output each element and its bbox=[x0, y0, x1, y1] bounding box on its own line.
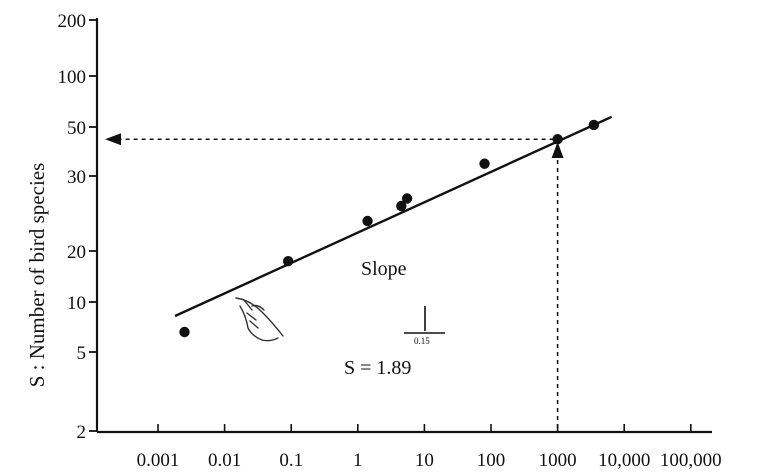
data-point bbox=[552, 134, 563, 145]
data-point bbox=[362, 215, 373, 227]
slope-label: Slope bbox=[361, 258, 407, 280]
y-tick-label: 10 bbox=[67, 293, 86, 314]
y-tick-label: 200 bbox=[58, 11, 87, 32]
y-ticks: 2 5 10 20 30 50 100 200 bbox=[58, 11, 97, 443]
x-tick-label: 1 bbox=[353, 450, 363, 471]
hand-sketch-icon bbox=[235, 297, 284, 342]
data-point bbox=[588, 119, 600, 131]
slope-annotation: Slope 0.15 S = 1.89 bbox=[344, 258, 445, 379]
x-tick-label: 0.001 bbox=[137, 450, 180, 471]
x-tick-label: 10,000 bbox=[598, 450, 650, 471]
fit-line bbox=[174, 115, 613, 318]
y-tick-label: 100 bbox=[58, 67, 87, 88]
y-tick-label: 30 bbox=[67, 167, 86, 188]
x-tick-label: 100 bbox=[477, 450, 506, 471]
y-axis-title: S : Number of bird species bbox=[25, 163, 49, 388]
data-point bbox=[396, 200, 407, 212]
x-tick-label: 100,000 bbox=[660, 450, 722, 471]
data-point bbox=[179, 326, 190, 338]
y-tick-label: 2 bbox=[77, 422, 87, 443]
data-point bbox=[282, 256, 294, 267]
equation-label: S = 1.89 bbox=[344, 357, 411, 379]
up-arrowhead-icon bbox=[551, 142, 564, 158]
left-arrowhead-icon bbox=[105, 133, 121, 146]
y-tick-label: 20 bbox=[67, 242, 86, 263]
x-tick-label: 1000 bbox=[539, 450, 577, 471]
y-tick-label: 5 bbox=[77, 343, 87, 364]
plot-area bbox=[105, 115, 613, 428]
axes bbox=[95, 18, 712, 434]
data-point bbox=[479, 158, 490, 169]
slope-denominator: 0.15 bbox=[414, 336, 430, 346]
x-tick-label: 0.01 bbox=[208, 450, 241, 471]
x-tick-label: 0.1 bbox=[279, 450, 303, 471]
x-tick-label: 10 bbox=[415, 450, 434, 471]
data-point bbox=[401, 193, 413, 204]
x-ticks: 0.001 0.01 0.1 1 10 100 1000 10,000 100,000 bbox=[137, 424, 722, 471]
y-tick-label: 50 bbox=[67, 118, 86, 139]
